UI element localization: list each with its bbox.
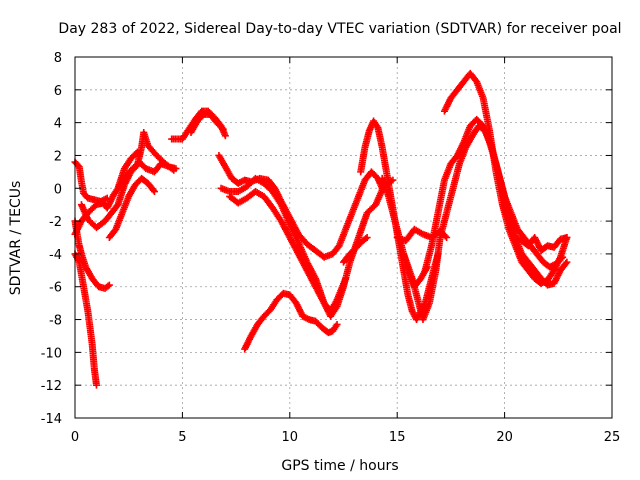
- data-point: [363, 234, 371, 241]
- x-axis-title: GPS time / hours: [281, 458, 398, 474]
- data-point: [362, 235, 370, 243]
- series-track-6: [105, 174, 158, 241]
- series-track-3: [71, 250, 100, 389]
- y-tick-label: 0: [54, 182, 62, 197]
- series-track-19: [440, 69, 571, 287]
- data-points: [71, 69, 571, 389]
- x-tick-label: 10: [282, 430, 299, 445]
- data-point: [133, 148, 141, 156]
- x-tick-label: 15: [389, 430, 406, 445]
- chart-title: Day 283 of 2022, Sidereal Day-to-day VTE…: [58, 21, 621, 37]
- y-tick-label: -10: [41, 346, 62, 361]
- y-tick-label: -8: [49, 314, 62, 329]
- series-track-7: [114, 148, 141, 192]
- y-tick-label: 6: [54, 84, 62, 99]
- y-tick-label: -14: [41, 412, 62, 427]
- data-point: [563, 234, 571, 241]
- plot-frame: [74, 56, 613, 419]
- y-tick-label: -6: [49, 281, 62, 296]
- series-track-5: [77, 128, 178, 232]
- x-tick-label: 5: [178, 430, 186, 445]
- series-track-13: [241, 289, 341, 353]
- y-tick-label: 8: [54, 51, 62, 66]
- y-axis-title: SDTVAR / TECUs: [8, 181, 24, 296]
- y-tick-label: -12: [41, 379, 62, 394]
- y-tick-label: 4: [54, 117, 62, 132]
- x-tick-label: 0: [71, 430, 79, 445]
- series-track-14: [340, 234, 371, 266]
- data-point: [92, 381, 100, 389]
- data-point: [150, 188, 158, 196]
- y-tick-label: -2: [49, 215, 62, 230]
- data-point: [443, 234, 451, 241]
- data-point: [333, 320, 341, 328]
- series-track-21: [498, 201, 571, 255]
- axis-ticks: 0 5 10 15 20 25 -14 -12 -10 -8 -6 -4 -2 0 2 4 6 8: [41, 51, 621, 445]
- data-point: [170, 166, 178, 174]
- y-tick-label: 2: [54, 149, 62, 164]
- series-track-1: [71, 158, 111, 205]
- data-point: [342, 275, 350, 283]
- data-point: [563, 258, 571, 266]
- data-point: [104, 282, 112, 290]
- data-point: [168, 165, 176, 173]
- data-point: [105, 281, 113, 289]
- x-tick-label: 20: [496, 430, 513, 445]
- data-point: [132, 149, 140, 157]
- data-point: [562, 259, 570, 267]
- data-point: [218, 124, 226, 132]
- y-tick-label: -4: [49, 248, 62, 263]
- data-point: [221, 132, 229, 140]
- data-point: [149, 186, 157, 194]
- data-point: [219, 125, 227, 133]
- series-track-12: [226, 188, 350, 315]
- series-track-20: [421, 115, 571, 289]
- series-track-9: [187, 110, 227, 136]
- x-tick-label: 25: [604, 430, 621, 445]
